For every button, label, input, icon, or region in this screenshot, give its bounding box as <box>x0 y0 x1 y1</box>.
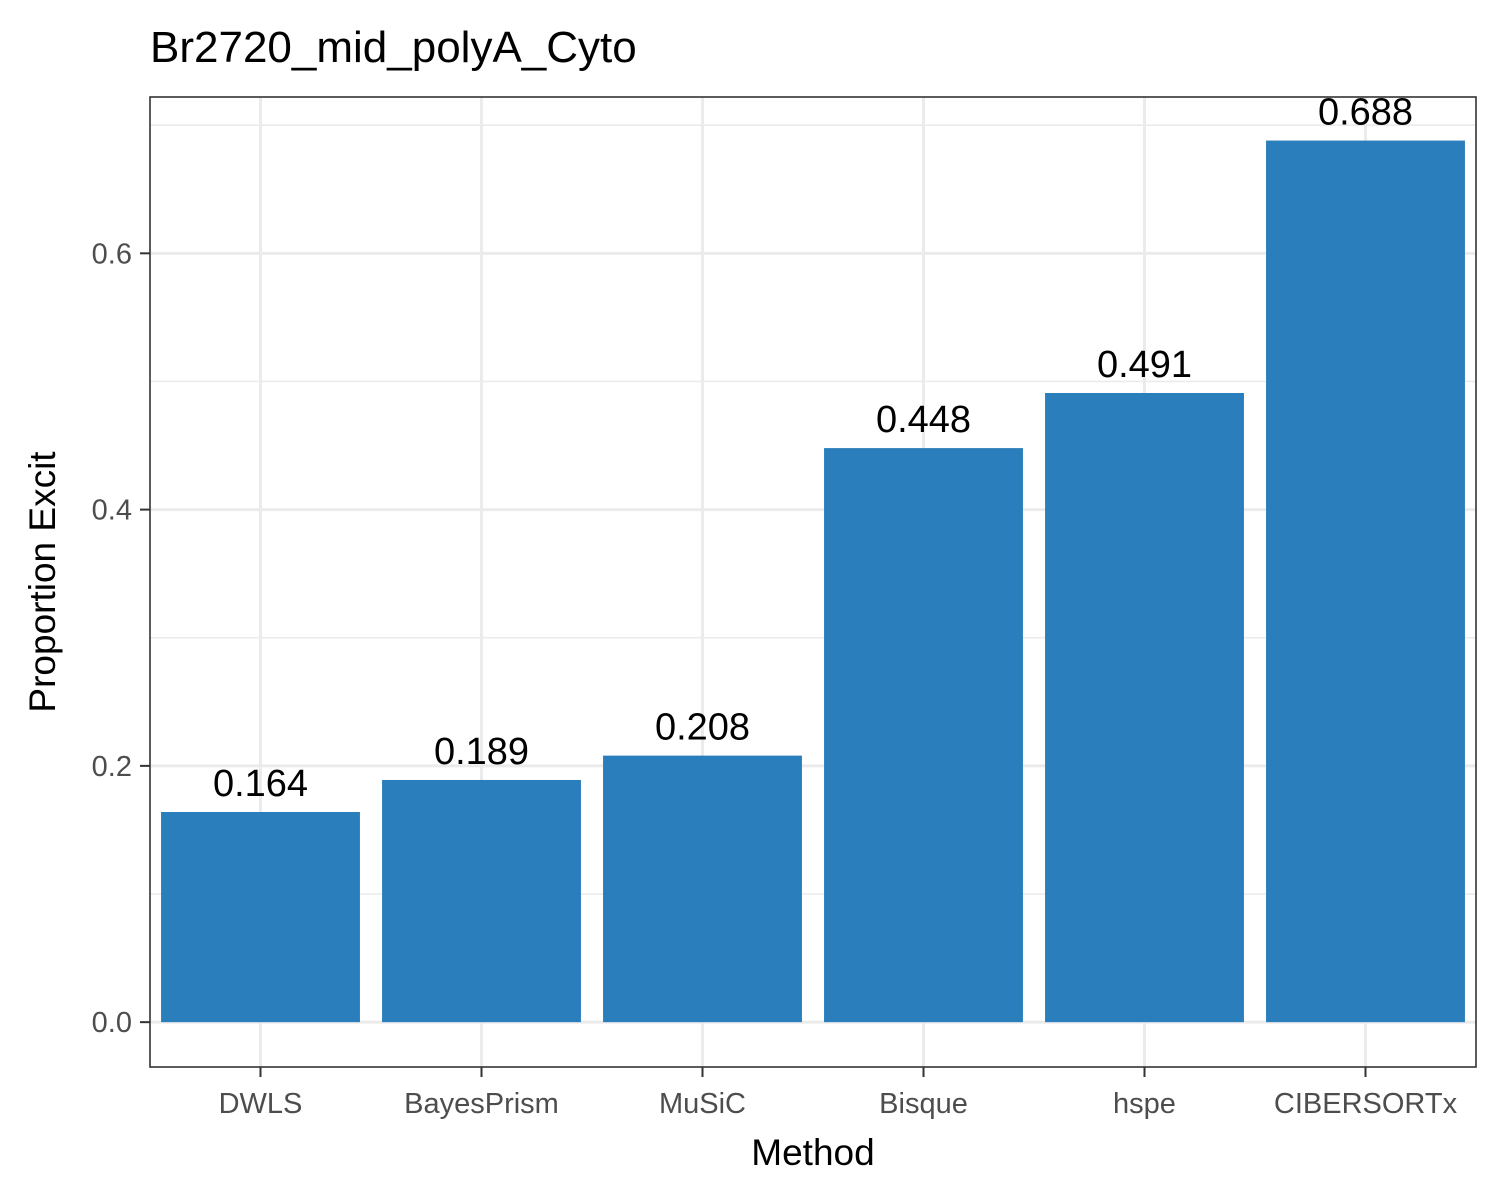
x-tick-label: MuSiC <box>659 1088 746 1120</box>
x-tick-label: DWLS <box>219 1088 303 1120</box>
bar <box>1045 392 1244 1023</box>
data-label: 0.164 <box>213 763 308 805</box>
y-axis-title: Proportion Excit <box>22 451 63 713</box>
data-label: 0.208 <box>655 707 750 749</box>
data-label: 0.448 <box>876 399 971 441</box>
y-tick-label: 0.0 <box>92 1007 132 1039</box>
x-tick-label: hspe <box>1113 1088 1176 1120</box>
bars <box>161 140 1465 1023</box>
chart-title: Br2720_mid_polyA_Cyto <box>150 23 637 72</box>
y-tick-label: 0.4 <box>92 495 132 527</box>
bar <box>824 448 1023 1023</box>
bar <box>382 779 581 1023</box>
data-label: 0.491 <box>1097 344 1192 386</box>
bar <box>603 755 802 1023</box>
x-tick-label: CIBERSORTx <box>1274 1088 1458 1120</box>
y-axis: 0.0 0.2 0.4 0.6 <box>92 238 150 1039</box>
x-tick-label: Bisque <box>879 1088 968 1120</box>
x-tick-label: BayesPrism <box>404 1088 559 1120</box>
data-label: 0.189 <box>434 731 529 773</box>
data-labels: 0.164 0.189 0.208 0.448 0.491 0.688 <box>213 92 1413 805</box>
x-axis-title: Method <box>751 1132 874 1173</box>
x-axis: DWLS BayesPrism MuSiC Bisque hspe CIBERSORTx <box>219 1067 1458 1120</box>
bar <box>1266 140 1465 1023</box>
panel-border <box>149 96 1477 1068</box>
y-tick-label: 0.6 <box>92 238 132 270</box>
data-label: 0.688 <box>1318 92 1413 134</box>
bar <box>161 812 360 1023</box>
y-tick-label: 0.2 <box>92 751 132 783</box>
